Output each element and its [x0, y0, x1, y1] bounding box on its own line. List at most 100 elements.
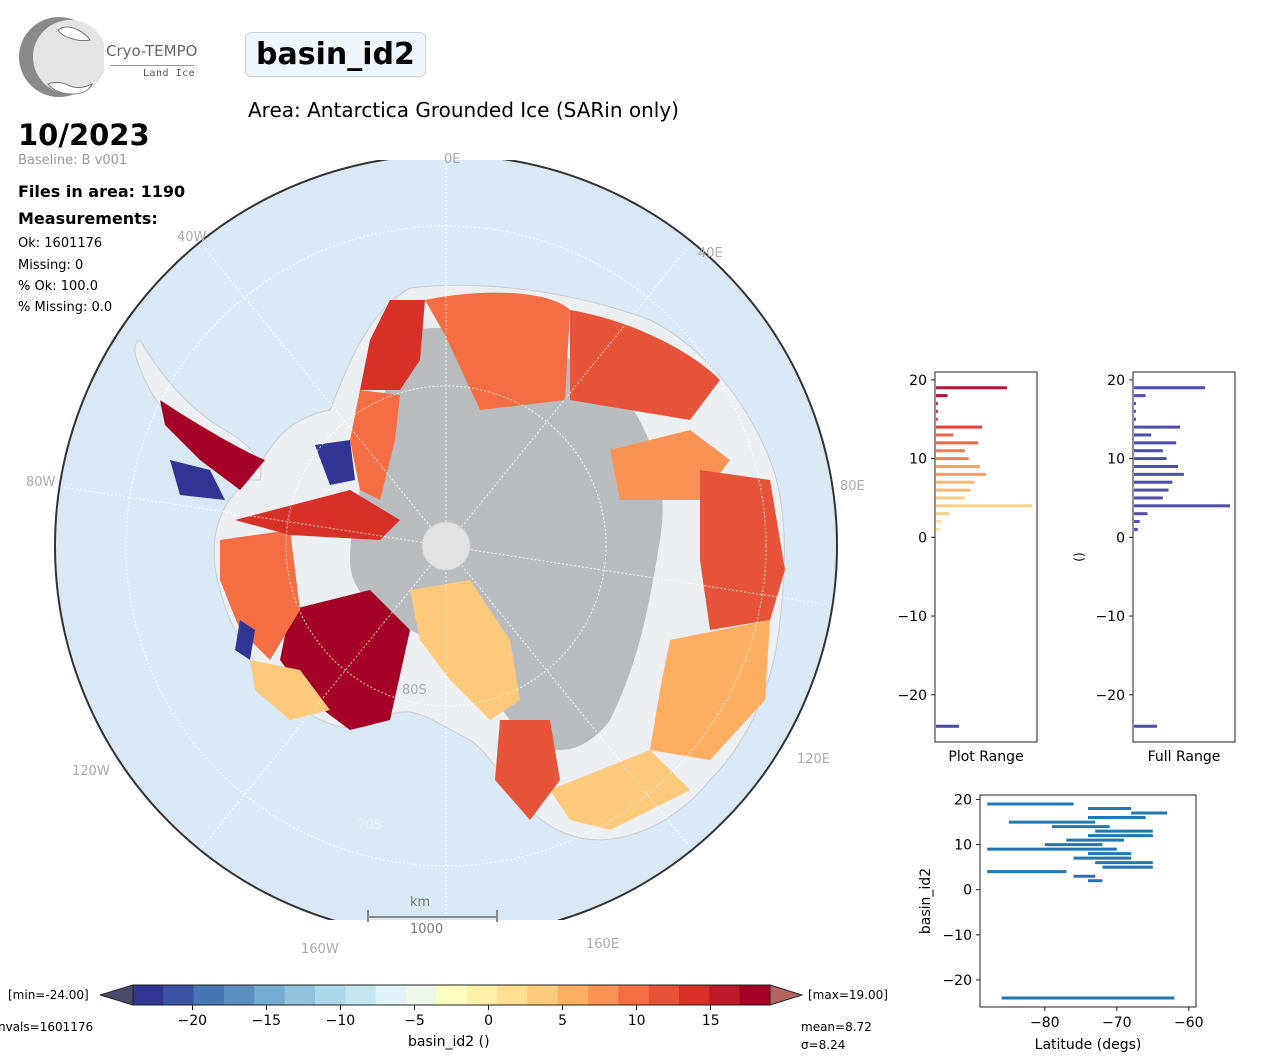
lon-label: 160E: [586, 937, 620, 952]
hist-bar: [1134, 504, 1230, 508]
scale-bar: [368, 916, 498, 918]
colorbar-tick: [339, 1005, 341, 1010]
hist-ylabel: (): [1072, 552, 1086, 561]
hist-bar: [936, 394, 948, 398]
colorbar-tick-label: 5: [558, 1013, 568, 1029]
hist-bar: [936, 401, 938, 405]
latplot-ytick-label: −10: [942, 928, 972, 944]
hist-bar: [1134, 441, 1177, 445]
hist-ytick-label: 10: [1107, 452, 1125, 468]
logo-divider: [110, 65, 194, 66]
colorbar-min: [min=-24.00]: [8, 988, 89, 1002]
colorbar-segment: [133, 985, 164, 1005]
basin-patch: [650, 620, 770, 760]
hist-bar: [936, 457, 969, 461]
mean-label: mean=8.72: [801, 1020, 872, 1034]
hist-bar: [936, 520, 942, 524]
colorbar-tick-label: −15: [251, 1013, 282, 1029]
hist-bar: [936, 433, 954, 437]
hist-bar: [1134, 409, 1136, 413]
hist-xlabel: Plot Range: [948, 749, 1023, 765]
basin-patch: [495, 720, 560, 820]
hist-bar: [936, 480, 975, 484]
basin-patch: [350, 390, 400, 500]
lat-label: 80S: [402, 683, 427, 698]
stat-ok: Ok: 1601176: [18, 236, 103, 251]
latplot-xtick-label: −60: [1174, 1015, 1204, 1031]
colorbar-frame: [132, 984, 771, 1006]
lat-label: 70S: [357, 818, 382, 833]
hist-bar: [936, 425, 983, 429]
hist-bar: [1134, 449, 1163, 453]
hist-ytick-label: 10: [909, 452, 927, 468]
scale-value: 1000: [410, 922, 444, 937]
lon-label: 0E: [444, 152, 461, 167]
files-count: Files in area: 1190: [18, 182, 186, 201]
hist-bar: [936, 417, 938, 421]
colorbar-segment: [557, 985, 589, 1005]
hist-bar: [1134, 394, 1146, 398]
hist-bar: [936, 496, 965, 500]
colorbar-segment: [588, 985, 619, 1005]
hist-bar: [1134, 520, 1140, 524]
baseline-label: Baseline: B v001: [18, 153, 128, 168]
basin-patch: [250, 660, 330, 720]
latitude-plot: 20 10 0 −10 −20 −80 −70 −60 Latitude (degs) basin…: [918, 793, 1204, 1053]
hist-bar: [936, 441, 979, 445]
hist-bar: [936, 449, 965, 453]
colorbar-max: [max=19.00]: [808, 988, 888, 1002]
interior-shape: [350, 328, 663, 750]
hist-bar: [936, 386, 1008, 390]
latplot-ytick-label: 20: [954, 793, 972, 809]
hist-ytick-label: 20: [909, 373, 927, 389]
colorbar-segment: [406, 985, 437, 1005]
stat-missing: Missing: 0: [18, 258, 84, 273]
hist-xlabel: Full Range: [1148, 749, 1221, 765]
hist-ytick-label: −20: [1095, 688, 1125, 704]
hist-bar: [1134, 724, 1158, 728]
basin-patch: [425, 292, 570, 410]
colorbar-segment: [284, 985, 316, 1005]
lon-label: 120W: [72, 764, 110, 779]
colorbar-tick: [710, 1005, 712, 1010]
lon-label: 160W: [301, 942, 339, 957]
lon-label: 40W: [177, 230, 207, 245]
lon-label: 80W: [26, 475, 56, 490]
measurements-title: Measurements:: [18, 209, 158, 228]
nvals-label: nvals=1601176: [0, 1020, 94, 1034]
hist-ytick-label: 20: [1107, 373, 1125, 389]
hist-bar: [1134, 386, 1206, 390]
colorbar-segment: [679, 985, 710, 1005]
hist-bar: [1134, 488, 1169, 492]
colorbar-segment: [375, 985, 407, 1005]
latplot-ytick-label: 10: [954, 838, 972, 854]
colorbar-segment: [739, 985, 771, 1005]
latplot-frame: [979, 794, 1197, 1008]
basin-patch: [235, 620, 255, 660]
colorbar-tick-label: −5: [404, 1013, 425, 1029]
variable-title: basin_id2: [245, 32, 426, 77]
basin-patch: [700, 470, 785, 630]
hist-bar: [1134, 472, 1184, 476]
colorbar-tick: [488, 1005, 490, 1010]
lon-label: 80E: [840, 479, 865, 494]
plot-range-histogram: 20 10 0 −10 −20 Plot Range: [897, 371, 1038, 765]
hist-bar: [936, 488, 971, 492]
hist-ytick-label: 0: [918, 530, 927, 546]
colorbar-tick: [265, 1005, 267, 1010]
colorbar-label: basin_id2 (): [408, 1034, 490, 1050]
hist-bar: [936, 724, 960, 728]
scale-tick: [496, 910, 498, 922]
polar-map: [54, 160, 838, 920]
hist-bar: [1134, 457, 1167, 461]
colorbar-tick: [413, 1005, 415, 1010]
colorbar-tick: [636, 1005, 638, 1010]
pole-hole: [421, 521, 471, 571]
hist-bar: [936, 504, 1032, 508]
basin-patch: [360, 300, 425, 390]
latplot-ytick-label: −20: [942, 973, 972, 989]
basin-patch: [410, 580, 520, 720]
colorbar-segment: [648, 985, 680, 1005]
colorbar-segment: [224, 985, 255, 1005]
cryo-tempo-logo: [19, 17, 104, 97]
